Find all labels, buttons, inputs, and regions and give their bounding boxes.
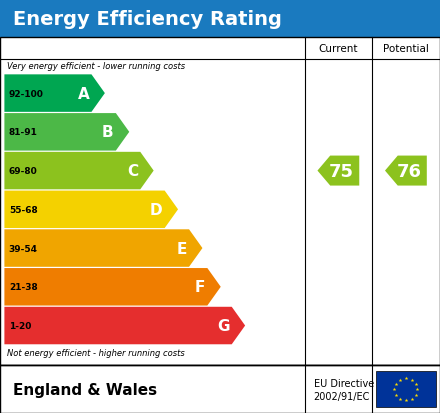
Text: Potential: Potential [383,44,429,54]
Text: A: A [77,86,89,101]
Text: 1-20: 1-20 [9,321,31,330]
Text: D: D [150,202,162,217]
Text: England & Wales: England & Wales [13,382,158,397]
Bar [0,38,440,366]
Bar [0,0,440,38]
Text: Energy Efficiency Rating: Energy Efficiency Rating [13,9,282,28]
Bar [0,366,440,413]
Text: 39-54: 39-54 [9,244,38,253]
Text: 69-80: 69-80 [9,167,37,176]
Polygon shape [385,156,427,186]
Polygon shape [4,114,129,151]
Bar [376,371,436,407]
Text: C: C [127,164,138,179]
Polygon shape [4,152,154,190]
Text: E: E [176,241,187,256]
Polygon shape [4,75,105,113]
Polygon shape [4,268,221,306]
Text: 21-38: 21-38 [9,282,37,292]
Text: EU Directive
2002/91/EC: EU Directive 2002/91/EC [314,377,374,401]
Polygon shape [4,230,202,267]
Text: 76: 76 [397,162,422,180]
Text: Very energy efficient - lower running costs: Very energy efficient - lower running co… [7,62,185,71]
Text: B: B [102,125,114,140]
Text: 81-91: 81-91 [9,128,38,137]
Text: Current: Current [319,44,358,54]
Text: Not energy efficient - higher running costs: Not energy efficient - higher running co… [7,348,184,357]
Text: 75: 75 [329,162,354,180]
Polygon shape [4,307,245,344]
Text: 55-68: 55-68 [9,205,37,214]
Text: 92-100: 92-100 [9,89,44,98]
Text: F: F [195,280,205,294]
Text: G: G [217,318,230,333]
Polygon shape [317,156,359,186]
Polygon shape [4,191,178,228]
